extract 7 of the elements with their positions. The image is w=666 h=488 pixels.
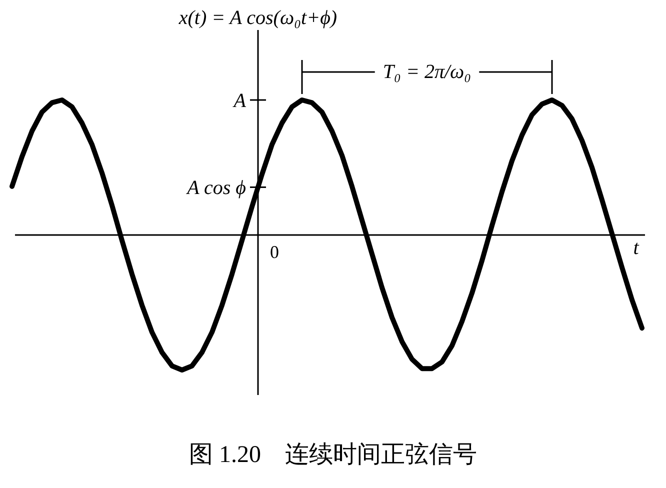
text: T₀ = 2π/ω₀ [382,61,472,83]
annotation: A [232,90,247,112]
annotation: A cos ϕ [185,177,246,200]
x-axis-title: t [633,237,640,259]
caption: 图 1.20 连续时间正弦信号 [189,441,477,468]
y-axis-title: x(t) = A cos(ω₀t+ϕ) [178,7,338,29]
annotation: 0 [270,242,279,262]
